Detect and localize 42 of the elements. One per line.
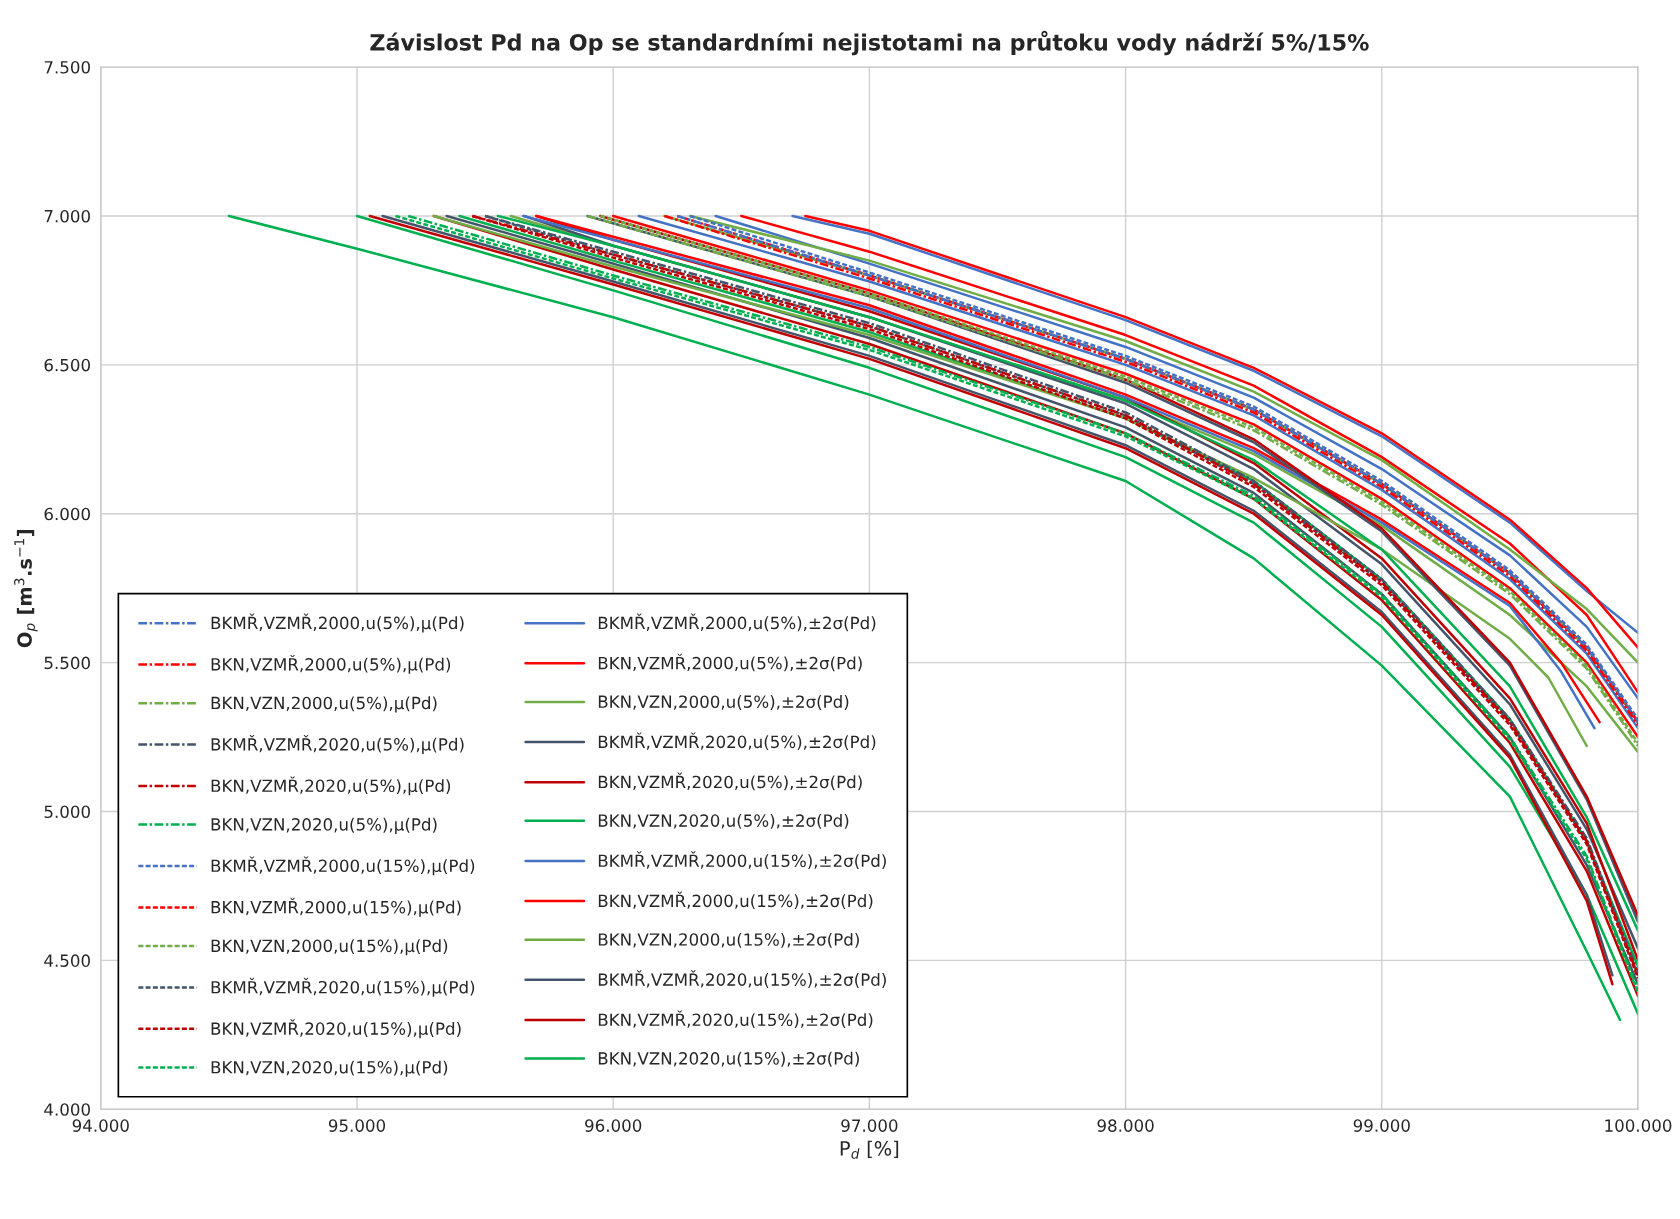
legend-label: BKN,VZMŘ,2000,u(5%),µ(Pd) (211, 654, 451, 674)
legend-label: BKMŘ,VZMŘ,2000,u(15%),µ(Pd) (211, 856, 475, 876)
legend-label: BKN,VZMŘ,2020,u(5%),µ(Pd) (211, 776, 451, 796)
x-tick-label: 94.000 (72, 1119, 129, 1132)
x-tick-label: 97.000 (841, 1119, 898, 1132)
x-axis-title: P$_{d}$ [%] (840, 1140, 899, 1159)
y-tick-label: 5.500 (44, 656, 90, 670)
legend-label: BKN,VZMŘ,2020,u(15%),µ(Pd) (211, 1019, 461, 1039)
legend-label: BKN,VZN,2020,u(15%),µ(Pd) (211, 1060, 448, 1077)
legend-label: BKMŘ,VZMŘ,2000,u(5%),±2σ(Pd) (598, 613, 876, 632)
y-tick-label: 6.000 (44, 507, 90, 521)
x-tick-label: 98.000 (1097, 1119, 1154, 1132)
y-tick-label: 4.000 (44, 1103, 90, 1116)
legend-label: BKN,VZN,2020,u(5%),µ(Pd) (211, 817, 437, 834)
legend-label: BKN,VZN,2000,u(15%),±2σ(Pd) (598, 932, 859, 948)
y-tick-label: 7.000 (44, 209, 90, 223)
y-tick-label: 6.500 (44, 358, 90, 372)
legend-label: BKMŘ,VZMŘ,2020,u(15%),µ(Pd) (211, 977, 475, 997)
legend-label: BKN,VZN,2000,u(5%),±2σ(Pd) (598, 695, 849, 710)
legend-label: BKMŘ,VZMŘ,2020,u(5%),µ(Pd) (211, 734, 464, 754)
legend-label: BKN,VZN,2000,u(5%),µ(Pd) (211, 696, 437, 713)
legend-label: BKN,VZN,2020,u(5%),±2σ(Pd) (598, 813, 849, 829)
legend-label: BKN,VZMŘ,2000,u(15%),µ(Pd) (211, 897, 461, 917)
x-tick-label: 95.000 (328, 1119, 386, 1132)
y-tick-label: 4.500 (44, 954, 90, 967)
legend-label: BKMŘ,VZMŘ,2000,u(5%),µ(Pd) (211, 613, 464, 633)
legend-label: BKN,VZN,2000,u(15%),µ(Pd) (211, 939, 448, 956)
x-tick-label: 100.000 (1605, 1119, 1672, 1132)
legend-label: BKMŘ,VZMŘ,2020,u(15%),±2σ(Pd) (598, 970, 886, 988)
y-tick-label: 7.500 (44, 61, 90, 74)
legend-label: BKN,VZN,2020,u(15%),±2σ(Pd) (598, 1051, 859, 1067)
legend-label: BKMŘ,VZMŘ,2000,u(15%),±2σ(Pd) (598, 851, 886, 869)
legend-label: BKN,VZMŘ,2000,u(5%),±2σ(Pd) (598, 653, 862, 672)
legend-label: BKN,VZMŘ,2020,u(15%),±2σ(Pd) (598, 1010, 873, 1029)
legend-label: BKN,VZMŘ,2020,u(5%),±2σ(Pd) (598, 772, 862, 791)
x-tick-label: 96.000 (585, 1119, 642, 1132)
x-tick-label: 99.000 (1353, 1119, 1410, 1132)
legend-label: BKN,VZMŘ,2000,u(15%),±2σ(Pd) (598, 891, 873, 910)
y-axis-title: O$_{p}$ [m$^{3}$.s$^{−1}$] (14, 530, 38, 648)
y-tick-label: 5.000 (44, 805, 90, 819)
chart-title: Závislost Pd na Op se standardními nejistotami na průtoku vody nádrží 5%/15% (370, 30, 1369, 56)
legend-label: BKMŘ,VZMŘ,2020,u(5%),±2σ(Pd) (598, 732, 876, 751)
